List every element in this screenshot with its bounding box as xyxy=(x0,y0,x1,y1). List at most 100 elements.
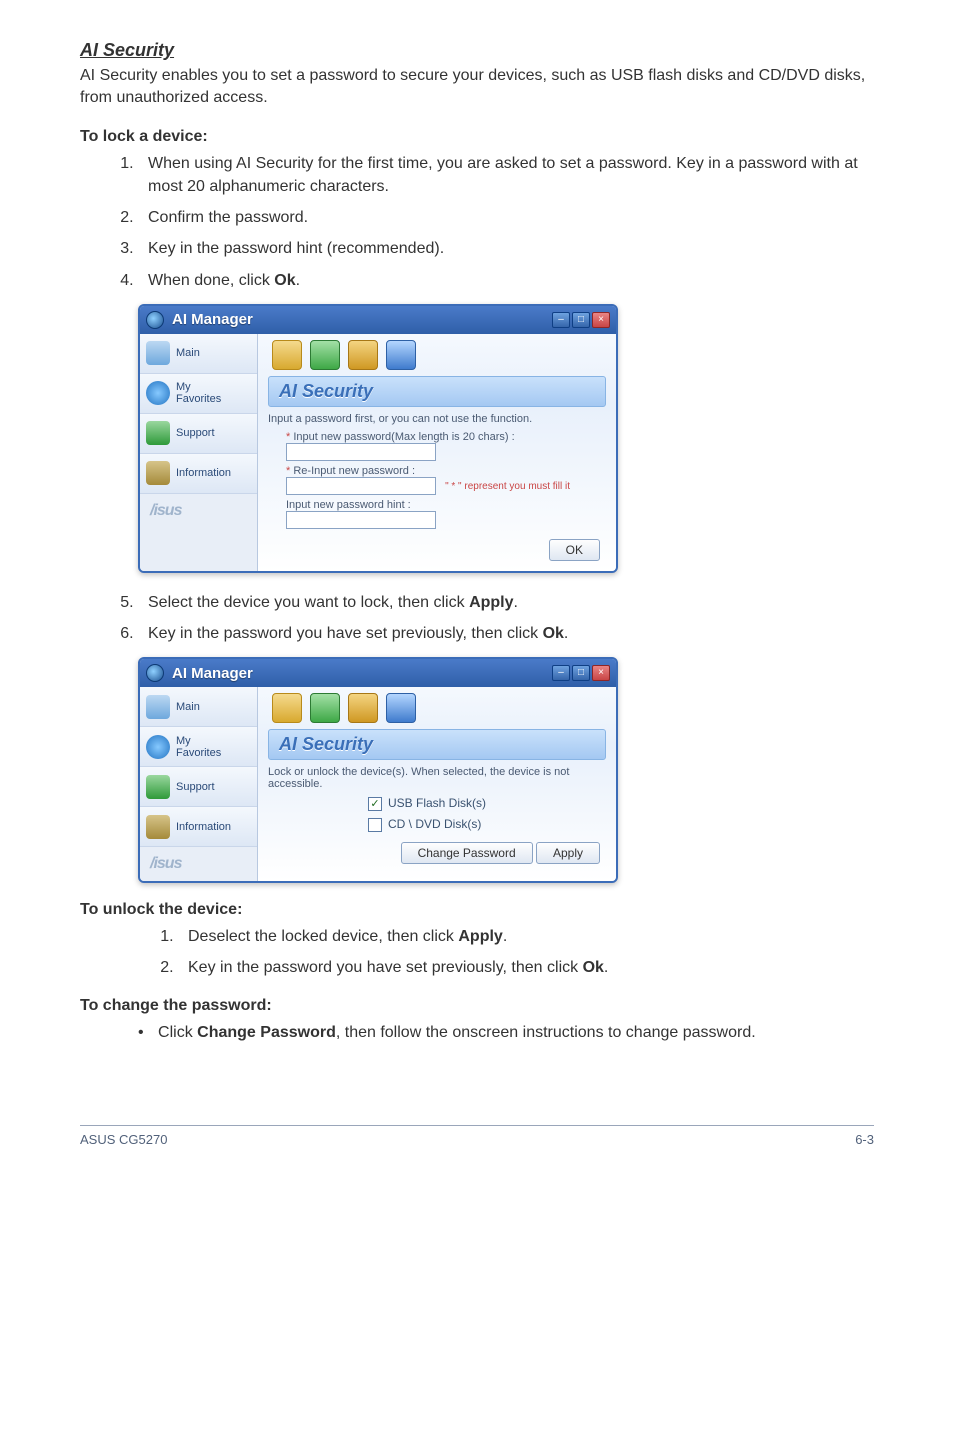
sidebar-label-support: Support xyxy=(176,427,215,439)
step-5: Select the device you want to lock, then… xyxy=(138,591,874,614)
ai-manager-window-2: AI Manager – □ × Main MyFavorites Sup xyxy=(138,657,618,883)
step-6-bold: Ok xyxy=(543,625,564,642)
tool-icon-1[interactable] xyxy=(272,340,302,370)
sidebar-item-favorites[interactable]: MyFavorites xyxy=(140,374,257,414)
sidebar-item-favorites[interactable]: MyFavorites xyxy=(140,727,257,767)
change-password-button[interactable]: Change Password xyxy=(401,842,533,864)
u1-bold: Apply xyxy=(458,928,502,945)
sidebar-item-support[interactable]: Support xyxy=(140,414,257,454)
cddvd-label: CD \ DVD Disk(s) xyxy=(388,817,481,831)
reinput-input[interactable] xyxy=(286,477,436,495)
screenshot-2: AI Manager – □ × Main MyFavorites Sup xyxy=(138,657,874,883)
reinput-row: * Re-Input new password : " * " represen… xyxy=(286,465,606,495)
step-3: Key in the password hint (recommended). xyxy=(138,237,874,260)
step-4-post: . xyxy=(296,272,300,289)
lock-heading: To lock a device: xyxy=(80,128,874,146)
pane-title: AI Security xyxy=(268,376,606,407)
toolbar xyxy=(268,340,606,370)
window-title-2: AI Manager xyxy=(172,665,552,682)
sidebar-footer: /isus xyxy=(140,847,257,881)
sidebar-label-info: Information xyxy=(176,467,231,479)
u1-post: . xyxy=(503,928,507,945)
tool-icon-2[interactable] xyxy=(310,340,340,370)
password-label: Input new password(Max length is 20 char… xyxy=(293,431,514,443)
sidebar-item-information[interactable]: Information xyxy=(140,454,257,494)
sidebar-item-main[interactable]: Main xyxy=(140,334,257,374)
close-button[interactable]: × xyxy=(592,312,610,328)
sidebar-item-information[interactable]: Information xyxy=(140,807,257,847)
sidebar-label-support: Support xyxy=(176,781,215,793)
change-bold: Change Password xyxy=(197,1024,336,1041)
asus-logo: /isus xyxy=(150,502,181,520)
minimize-button[interactable]: – xyxy=(552,665,570,681)
section-title: AI Security xyxy=(80,40,874,61)
unlock-step-2: Key in the password you have set previou… xyxy=(178,956,874,979)
step-5-bold: Apply xyxy=(469,594,513,611)
ai-manager-window: AI Manager – □ × Main MyFavorites Sup xyxy=(138,304,618,573)
titlebar: AI Manager – □ × xyxy=(140,306,616,334)
tool-icon-1[interactable] xyxy=(272,693,302,723)
u1-pre: Deselect the locked device, then click xyxy=(188,928,458,945)
tool-icon-3[interactable] xyxy=(348,340,378,370)
u2-pre: Key in the password you have set previou… xyxy=(188,959,583,976)
sidebar-item-support[interactable]: Support xyxy=(140,767,257,807)
usb-checkbox[interactable]: ✓ xyxy=(368,797,382,811)
usb-label: USB Flash Disk(s) xyxy=(388,796,486,810)
titlebar-2: AI Manager – □ × xyxy=(140,659,616,687)
ok-button[interactable]: OK xyxy=(549,539,600,561)
maximize-button[interactable]: □ xyxy=(572,312,590,328)
main-icon xyxy=(146,695,170,719)
tool-icon-4[interactable] xyxy=(386,340,416,370)
footer-right: 6-3 xyxy=(855,1132,874,1147)
hint-row: Input new password hint : xyxy=(286,499,606,529)
page-footer: ASUS CG5270 6-3 xyxy=(80,1125,874,1147)
close-button[interactable]: × xyxy=(592,665,610,681)
step-2: Confirm the password. xyxy=(138,206,874,229)
tool-icon-3[interactable] xyxy=(348,693,378,723)
apply-button[interactable]: Apply xyxy=(536,842,600,864)
change-post: , then follow the onscreen instructions … xyxy=(336,1024,756,1041)
window-title: AI Manager xyxy=(172,311,552,328)
change-step: Click Change Password, then follow the o… xyxy=(138,1021,874,1044)
reinput-label: Re-Input new password : xyxy=(293,465,415,477)
favorites-icon xyxy=(146,381,170,405)
pane-description: Input a password first, or you can not u… xyxy=(268,413,606,425)
screenshot-1: AI Manager – □ × Main MyFavorites Sup xyxy=(138,304,874,573)
hint-label: Input new password hint : xyxy=(286,499,411,511)
tool-icon-4[interactable] xyxy=(386,693,416,723)
support-icon xyxy=(146,421,170,445)
asus-logo: /isus xyxy=(150,855,181,873)
app-logo-icon xyxy=(146,311,164,329)
step-5-pre: Select the device you want to lock, then… xyxy=(148,594,469,611)
tool-icon-2[interactable] xyxy=(310,693,340,723)
change-heading: To change the password: xyxy=(80,997,874,1015)
maximize-button[interactable]: □ xyxy=(572,665,590,681)
sidebar-label-favorites: MyFavorites xyxy=(176,381,221,405)
step-4: When done, click Ok. xyxy=(138,269,874,292)
sidebar-label-main: Main xyxy=(176,347,200,359)
required-hint: " * " represent you must fill it xyxy=(445,481,570,492)
u2-bold: Ok xyxy=(583,959,604,976)
u2-post: . xyxy=(604,959,608,976)
sidebar-label-favorites: MyFavorites xyxy=(176,735,221,759)
sidebar-item-main[interactable]: Main xyxy=(140,687,257,727)
minimize-button[interactable]: – xyxy=(552,312,570,328)
cddvd-checkbox-row: CD \ DVD Disk(s) xyxy=(368,817,606,832)
sidebar-label-info: Information xyxy=(176,821,231,833)
step-6: Key in the password you have set previou… xyxy=(138,622,874,645)
usb-checkbox-row: ✓ USB Flash Disk(s) xyxy=(368,796,606,811)
step-5-post: . xyxy=(514,594,518,611)
support-icon xyxy=(146,775,170,799)
unlock-step-1: Deselect the locked device, then click A… xyxy=(178,925,874,948)
step-6-pre: Key in the password you have set previou… xyxy=(148,625,543,642)
password-input[interactable] xyxy=(286,443,436,461)
step-4-bold: Ok xyxy=(274,272,295,289)
hint-input[interactable] xyxy=(286,511,436,529)
app-logo-icon xyxy=(146,664,164,682)
main-icon xyxy=(146,341,170,365)
change-pre: Click xyxy=(158,1024,197,1041)
sidebar-footer: /isus xyxy=(140,494,257,528)
cddvd-checkbox[interactable] xyxy=(368,818,382,832)
unlock-heading: To unlock the device: xyxy=(80,901,874,919)
information-icon xyxy=(146,815,170,839)
